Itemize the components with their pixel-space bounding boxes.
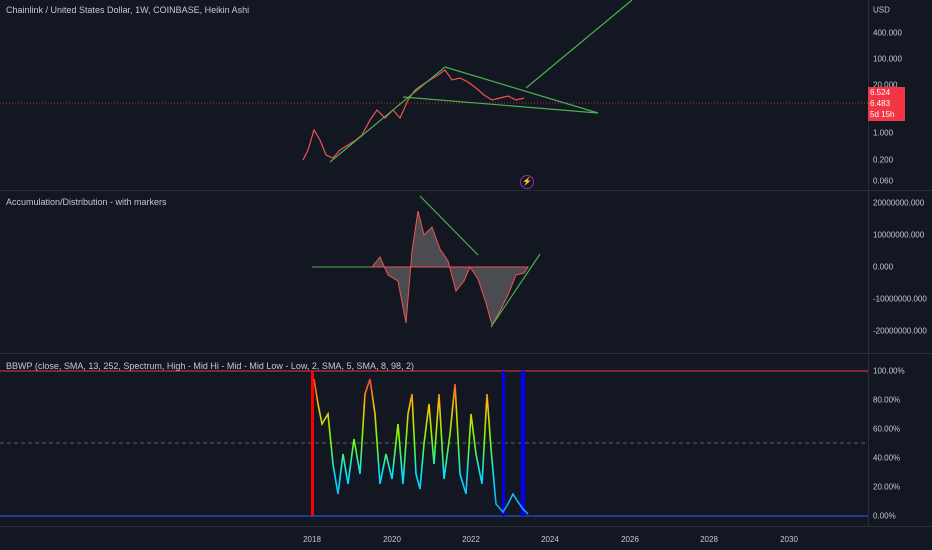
ad-axis[interactable]: 20000000.000 10000000.000 0.000 -1000000… xyxy=(868,191,932,353)
time-tick: 2022 xyxy=(462,535,480,544)
extreme-high-bar xyxy=(311,371,314,516)
price-tick: 400.000 xyxy=(873,28,902,38)
pane-separator[interactable] xyxy=(0,190,932,191)
bbwp-tick: 40.00% xyxy=(873,453,901,463)
ad-area xyxy=(370,210,529,327)
ad-chart-svg xyxy=(312,195,541,328)
price-series xyxy=(302,69,525,161)
ad-resistance-line xyxy=(419,195,479,256)
countdown-badge: 5d 15h xyxy=(868,109,905,121)
ad-tick: 10000000.000 xyxy=(873,230,925,240)
close-price-badge: 6.483 xyxy=(868,98,905,110)
bbwp-line xyxy=(313,378,529,515)
bbwp-tick: 60.00% xyxy=(873,424,901,434)
bbwp-plot[interactable]: BBWP (close, SMA, 13, 252, Spectrum, Hig… xyxy=(0,354,868,526)
breakout-projection-line xyxy=(525,0,633,89)
ad-tick: 0.000 xyxy=(873,262,894,272)
bbwp-chart-svg xyxy=(0,370,868,517)
bbwp-pane[interactable]: BBWP (close, SMA, 13, 252, Spectrum, Hig… xyxy=(0,354,932,526)
time-tick: 2024 xyxy=(541,535,559,544)
triangle-lower-line xyxy=(402,96,599,114)
pane-separator xyxy=(0,526,932,527)
currency-label: USD xyxy=(873,5,890,15)
ad-plot[interactable]: Accumulation/Distribution - with markers xyxy=(0,191,868,353)
ad-support-line xyxy=(490,253,541,328)
extreme-low-bar xyxy=(502,371,505,516)
pane-separator[interactable] xyxy=(0,353,932,354)
price-tick: 0.200 xyxy=(873,155,894,165)
time-tick: 2028 xyxy=(700,535,718,544)
bbwp-tick: 80.00% xyxy=(873,395,901,405)
bbwp-tick: 20.00% xyxy=(873,482,901,492)
triangle-upper-line xyxy=(444,66,599,114)
time-tick: 2020 xyxy=(383,535,401,544)
price-chart-svg xyxy=(0,0,868,163)
chart-title: Chainlink / United States Dollar, 1W, CO… xyxy=(6,5,250,15)
price-tick: 20.000 xyxy=(873,80,898,90)
ad-tick: -10000000.000 xyxy=(873,294,927,304)
ad-tick: 20000000.000 xyxy=(873,198,925,208)
ad-pane[interactable]: Accumulation/Distribution - with markers… xyxy=(0,191,932,353)
time-axis[interactable] xyxy=(0,527,868,550)
bbwp-axis[interactable]: 100.00% 80.00% 60.00% 40.00% 20.00% 0.00… xyxy=(868,354,932,526)
price-tick: 1.000 xyxy=(873,128,894,138)
last-price-badge: 6.524 xyxy=(868,87,905,99)
time-tick: 2018 xyxy=(303,535,321,544)
extreme-low-bar xyxy=(521,371,525,516)
price-tick: 100.000 xyxy=(873,54,902,64)
ad-title: Accumulation/Distribution - with markers xyxy=(6,197,167,207)
bbwp-tick: 100.00% xyxy=(873,366,905,376)
price-plot[interactable]: Chainlink / United States Dollar, 1W, CO… xyxy=(0,0,868,190)
time-tick: 2030 xyxy=(780,535,798,544)
ad-tick: -20000000.000 xyxy=(873,326,927,336)
bbwp-tick: 0.00% xyxy=(873,511,896,521)
price-tick: 0.060 xyxy=(873,176,894,186)
support-trendline xyxy=(329,66,446,163)
price-pane[interactable]: Chainlink / United States Dollar, 1W, CO… xyxy=(0,0,932,190)
lightning-icon[interactable]: ⚡ xyxy=(520,175,534,189)
bbwp-title: BBWP (close, SMA, 13, 252, Spectrum, Hig… xyxy=(6,361,414,371)
time-tick: 2026 xyxy=(621,535,639,544)
